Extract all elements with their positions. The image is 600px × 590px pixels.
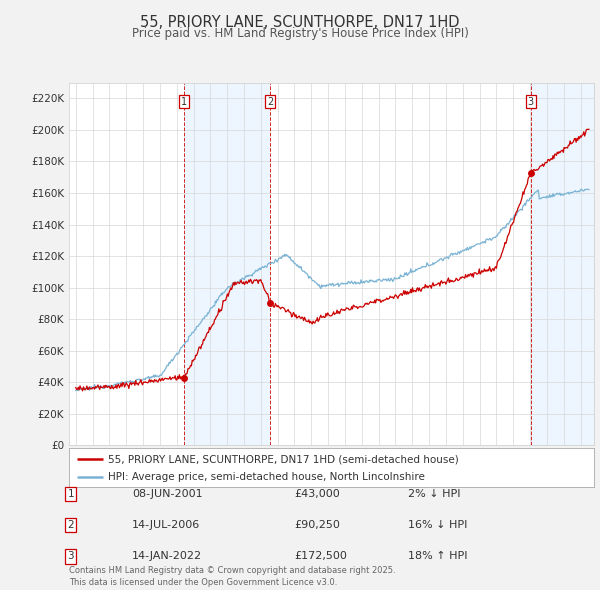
Text: 2: 2 [267, 97, 273, 107]
Text: 2: 2 [67, 520, 74, 530]
Bar [184, 83, 270, 445]
Text: 1: 1 [67, 489, 74, 499]
Text: £172,500: £172,500 [294, 552, 347, 561]
Text: £90,250: £90,250 [294, 520, 340, 530]
Text: 55, PRIORY LANE, SCUNTHORPE, DN17 1HD: 55, PRIORY LANE, SCUNTHORPE, DN17 1HD [140, 15, 460, 30]
Text: 3: 3 [67, 552, 74, 561]
Bar [531, 83, 594, 445]
Text: Price paid vs. HM Land Registry's House Price Index (HPI): Price paid vs. HM Land Registry's House … [131, 27, 469, 40]
Text: 1: 1 [181, 97, 187, 107]
Text: 2% ↓ HPI: 2% ↓ HPI [408, 489, 461, 499]
Text: 18% ↑ HPI: 18% ↑ HPI [408, 552, 467, 561]
Text: Contains HM Land Registry data © Crown copyright and database right 2025.
This d: Contains HM Land Registry data © Crown c… [69, 566, 395, 587]
Text: 08-JUN-2001: 08-JUN-2001 [132, 489, 203, 499]
Text: 3: 3 [527, 97, 534, 107]
Text: 55, PRIORY LANE, SCUNTHORPE, DN17 1HD (semi-detached house): 55, PRIORY LANE, SCUNTHORPE, DN17 1HD (s… [109, 454, 459, 464]
Text: £43,000: £43,000 [294, 489, 340, 499]
Text: 16% ↓ HPI: 16% ↓ HPI [408, 520, 467, 530]
Text: 14-JUL-2006: 14-JUL-2006 [132, 520, 200, 530]
Text: 14-JAN-2022: 14-JAN-2022 [132, 552, 202, 561]
Text: HPI: Average price, semi-detached house, North Lincolnshire: HPI: Average price, semi-detached house,… [109, 472, 425, 482]
